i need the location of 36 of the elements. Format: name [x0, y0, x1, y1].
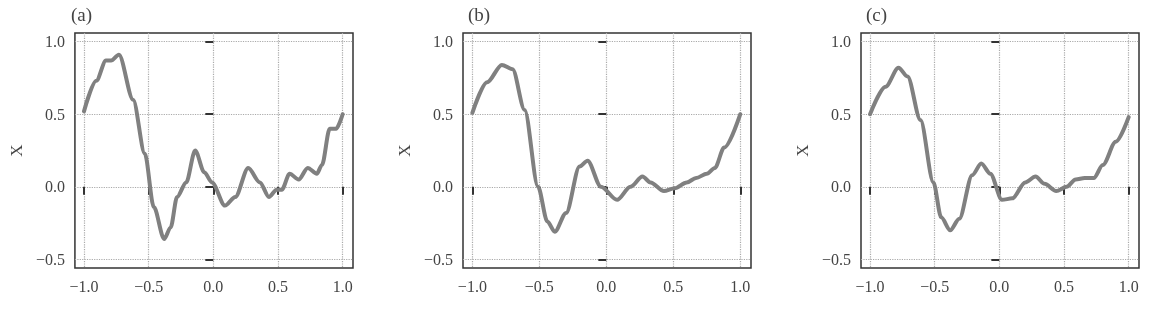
y-tick-label: −0.5: [35, 250, 65, 268]
y-tick-label: 0.5: [433, 105, 453, 123]
x-tick-label: −0.5: [134, 277, 164, 295]
chart-title: (a): [71, 4, 93, 26]
y-tick-label: −0.5: [423, 250, 453, 268]
line-series: [470, 62, 743, 234]
line-series: [81, 52, 345, 241]
y-tick-label: 0.5: [44, 105, 65, 123]
line-series: [868, 65, 1131, 233]
x-tick-label: 0.0: [989, 277, 1010, 295]
y-tick-label: 0.5: [831, 105, 851, 123]
x-tick-label: 0.5: [267, 277, 288, 295]
y-tick-label: 1.0: [831, 33, 851, 51]
y-tick-label: 1.0: [44, 33, 65, 51]
chart-title: (b): [468, 4, 491, 26]
x-tick-label: −0.5: [920, 277, 950, 295]
x-tick-label: −0.5: [524, 277, 554, 295]
y-tick-label: 0.0: [831, 178, 851, 196]
x-tick-label: 0.0: [596, 277, 617, 295]
y-axis-title: X: [7, 144, 26, 157]
x-tick-label: 0.0: [203, 277, 224, 295]
x-tick-label: 1.0: [332, 277, 353, 295]
x-tick-label: 1.0: [730, 277, 751, 295]
x-tick-label: −1.0: [457, 277, 487, 295]
y-tick-label: 0.0: [44, 178, 65, 196]
y-axis-title: X: [395, 144, 415, 157]
x-tick-label: 1.0: [1118, 277, 1139, 295]
x-tick-label: −1.0: [69, 277, 99, 295]
y-tick-label: −0.5: [821, 250, 851, 268]
x-tick-label: 0.5: [663, 277, 684, 295]
x-tick-label: 0.5: [1054, 277, 1074, 295]
x-tick-label: −1.0: [855, 277, 885, 295]
y-axis-title: X: [793, 144, 813, 157]
y-tick-label: 1.0: [433, 33, 453, 51]
chart-title: (c): [866, 4, 888, 26]
y-tick-label: 0.0: [433, 178, 453, 196]
